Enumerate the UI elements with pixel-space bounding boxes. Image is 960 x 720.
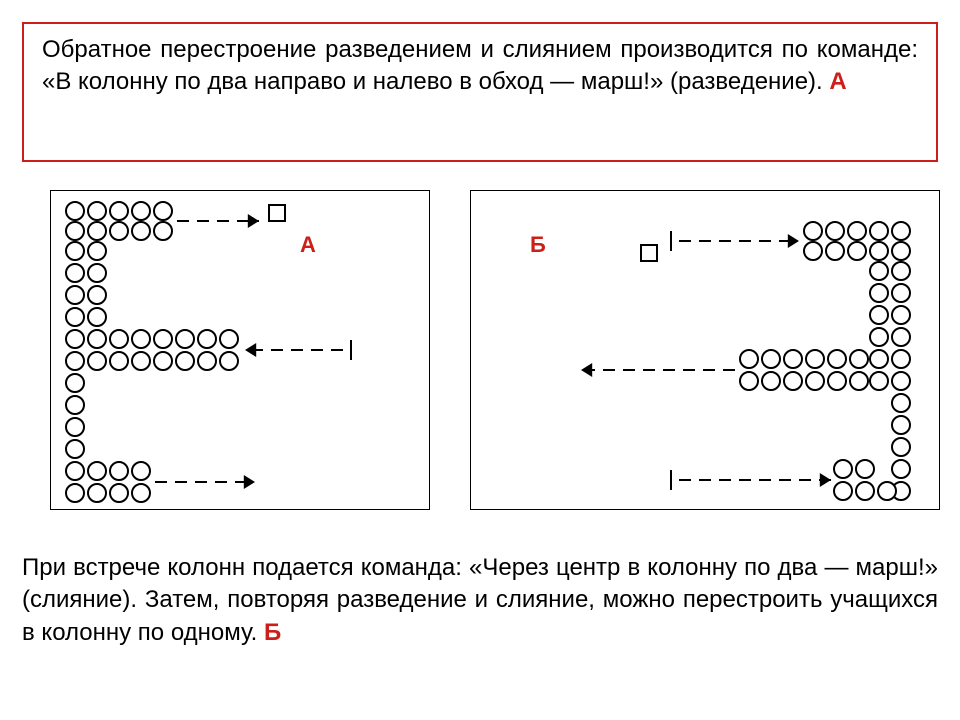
diagram-a-svg bbox=[51, 191, 431, 511]
diagram-b-label: Б bbox=[530, 232, 546, 258]
diagram-a-box bbox=[50, 190, 430, 510]
bottom-letter-b: Б bbox=[264, 619, 281, 646]
bottom-instruction-para: При встрече колонн подается команда: «Че… bbox=[22, 552, 938, 649]
diagram-a-label: А bbox=[300, 232, 316, 258]
page-root: Обратное перестроение разведением и слия… bbox=[0, 0, 960, 720]
top-instruction-text: Обратное перестроение разведением и слия… bbox=[42, 36, 918, 95]
top-instruction-box: Обратное перестроение разведением и слия… bbox=[22, 22, 938, 162]
top-letter-a: А bbox=[829, 68, 846, 95]
bottom-instruction-text: При встрече колонн подается команда: «Че… bbox=[22, 554, 938, 646]
